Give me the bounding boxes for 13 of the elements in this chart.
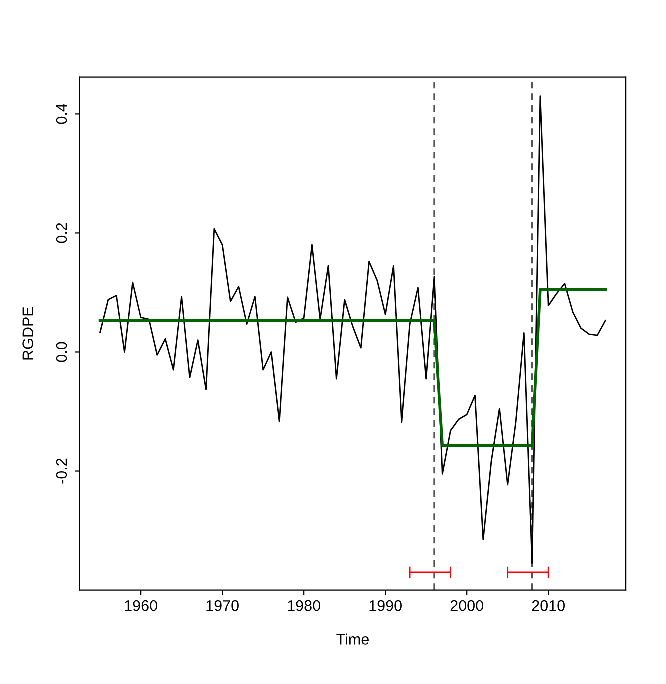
y-axis-title: RGDPE <box>22 307 34 360</box>
x-axis-title: Time <box>336 634 369 645</box>
y-tick-label: 0.0 <box>56 342 68 362</box>
x-tick-label: 1960 <box>125 600 158 612</box>
x-tick-label: 1980 <box>288 600 320 612</box>
x-tick-label: 1990 <box>370 600 402 612</box>
x-tick-label: 1970 <box>206 600 239 612</box>
y-tick-label: 0.2 <box>56 223 68 244</box>
x-tick-label: 2010 <box>532 600 566 612</box>
y-tick-label: -0.2 <box>56 458 68 484</box>
y-tick-label: 0.4 <box>56 104 68 124</box>
line-series <box>100 96 606 564</box>
x-tick-label: 2000 <box>450 600 484 612</box>
